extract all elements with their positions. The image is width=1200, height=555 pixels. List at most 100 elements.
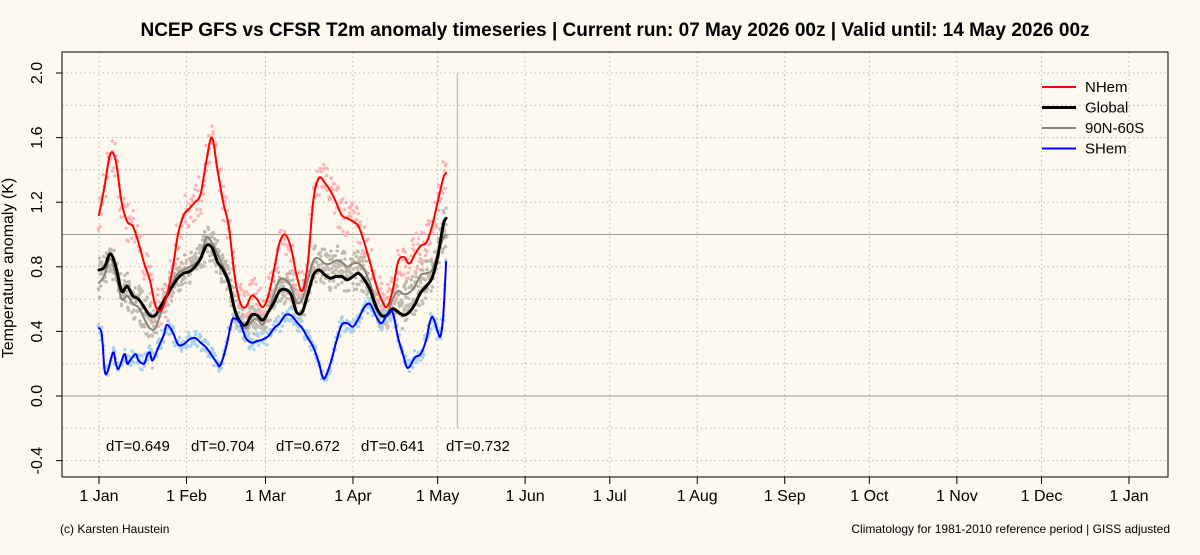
data-point [284,252,288,257]
data-point [426,275,430,279]
data-point [313,344,318,349]
data-point [354,254,359,259]
data-point [281,311,285,316]
y-tick-label: 0.4 [29,320,46,342]
data-point [254,302,258,306]
data-point [198,207,203,212]
data-point [341,229,345,234]
data-point [186,223,191,228]
data-point [288,259,293,263]
data-point [430,285,434,289]
data-point [155,293,160,297]
axes: -0.4 0.0 0.4 0.8 1.2 1.6 2.0 1 Jan 1 Feb 1 Mar 1 A… [29,62,1149,505]
data-point [150,301,154,305]
data-point [243,328,247,332]
data-point [319,279,323,283]
data-point [277,275,282,279]
data-point [383,296,387,301]
data-point [184,261,188,265]
data-point [101,254,106,259]
data-point [221,184,226,189]
data-point [382,293,386,297]
footer-credit: (c) Karsten Haustein [60,522,169,536]
data-point [272,279,276,284]
data-point [383,309,387,313]
data-point [113,141,117,146]
data-point [256,331,260,335]
data-point [443,164,448,168]
data-point [101,173,105,177]
data-point [126,202,130,207]
data-point [181,339,186,343]
data-point [210,235,215,239]
data-point [182,253,187,257]
data-point [283,300,288,304]
data-point [389,318,393,323]
data-point [416,236,421,241]
data-point [248,306,252,311]
data-point [360,316,364,320]
data-point [291,278,295,282]
data-point [188,281,192,285]
data-point [394,286,398,290]
data-point [411,237,415,241]
data-point [281,242,285,246]
data-point [442,211,446,215]
data-point [344,200,348,205]
data-point [373,292,378,296]
data-point [344,274,349,278]
series-lines [97,136,448,380]
data-point [196,214,200,218]
data-point [385,296,390,301]
data-point [272,323,276,327]
data-point [255,310,259,314]
data-point [423,278,427,282]
data-point [351,282,355,286]
data-point [140,307,144,311]
data-point [338,334,343,338]
data-point [141,269,145,273]
data-point [149,272,153,277]
dt-annotation: dT=0.672 [276,438,340,455]
data-point [225,287,229,291]
data-point [376,297,380,301]
data-point [215,239,220,243]
data-point [354,218,359,222]
data-point [380,306,384,310]
data-point [420,262,424,266]
data-point [100,260,104,264]
data-point [126,306,130,310]
data-point [239,282,243,287]
data-point [148,304,152,309]
data-point [220,253,225,257]
data-point [291,283,295,287]
data-point [418,358,423,363]
data-point [421,353,426,357]
data-point [211,129,215,134]
data-point [242,294,247,298]
data-point [385,324,389,328]
data-point [123,299,128,304]
data-point [226,264,230,268]
data-point [218,271,223,276]
data-point [401,258,405,262]
data-point [358,220,362,224]
data-point [419,281,423,285]
data-point [397,253,401,257]
data-point [151,320,155,324]
data-point [364,259,368,263]
data-point [332,211,337,215]
data-point [167,333,171,337]
data-point [112,166,116,170]
x-tick-label: 1 Aug [677,488,718,505]
dt-annotation: dT=0.649 [106,438,170,455]
data-point [183,276,187,280]
data-point [426,259,430,263]
data-point [428,241,433,245]
data-point [112,248,116,253]
data-point [195,344,199,349]
data-point [224,259,228,263]
data-point [251,307,255,311]
data-point [280,296,284,301]
data-point [146,253,150,258]
